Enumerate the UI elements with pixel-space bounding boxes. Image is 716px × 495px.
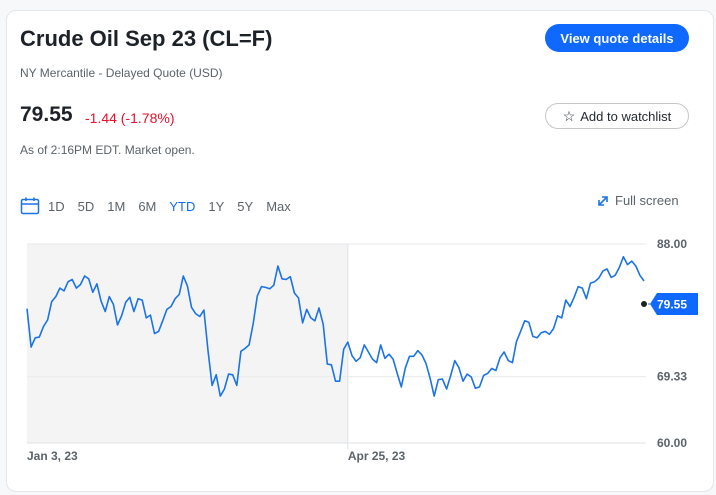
star-icon: ☆ (562, 108, 576, 124)
range-tab-5y[interactable]: 5Y (237, 198, 254, 214)
add-to-watchlist-button[interactable]: ☆ Add to watchlist (545, 103, 689, 129)
range-selector: 1D 5D 1M 6M YTD 1Y 5Y Max (20, 197, 304, 215)
y-tick-label: 60.00 (657, 436, 687, 450)
range-tab-6m[interactable]: 6M (138, 198, 157, 214)
page-title: Crude Oil Sep 23 (CL=F) (20, 26, 273, 51)
x-tick-label: Jan 3, 23 (27, 449, 78, 463)
price-line (26, 256, 645, 397)
y-tick-label: 88.00 (657, 237, 687, 251)
full-screen-button[interactable]: Full screen (596, 193, 679, 208)
range-tab-5d[interactable]: 5D (77, 198, 95, 214)
range-tab-max[interactable]: Max (266, 198, 291, 214)
pre-period-shade (27, 244, 348, 443)
current-price: 79.55 (20, 103, 73, 126)
range-tab-1d[interactable]: 1D (48, 198, 65, 214)
range-tab-1y[interactable]: 1Y (208, 198, 225, 214)
price-change: -1.44 (-1.78%) (85, 110, 175, 126)
current-value-dot (641, 301, 647, 308)
market-status: As of 2:16PM EDT. Market open. (20, 143, 195, 157)
range-tab-ytd[interactable]: YTD (169, 198, 196, 214)
current-value-label: 79.55 (657, 298, 687, 312)
add-to-watchlist-label: Add to watchlist (580, 108, 672, 124)
view-quote-details-button[interactable]: View quote details (545, 24, 689, 52)
calendar-icon[interactable] (20, 197, 40, 215)
range-tab-1m[interactable]: 1M (107, 198, 126, 214)
expand-icon (598, 195, 608, 206)
full-screen-label: Full screen (615, 193, 679, 208)
x-tick-label: Apr 25, 23 (348, 449, 406, 463)
exchange-info: NY Mercantile - Delayed Quote (USD) (20, 66, 223, 80)
y-tick-label: 69.33 (657, 370, 687, 384)
current-value-badge (650, 293, 698, 316)
